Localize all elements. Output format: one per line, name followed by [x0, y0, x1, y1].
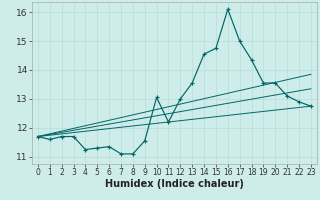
X-axis label: Humidex (Indice chaleur): Humidex (Indice chaleur): [105, 179, 244, 189]
